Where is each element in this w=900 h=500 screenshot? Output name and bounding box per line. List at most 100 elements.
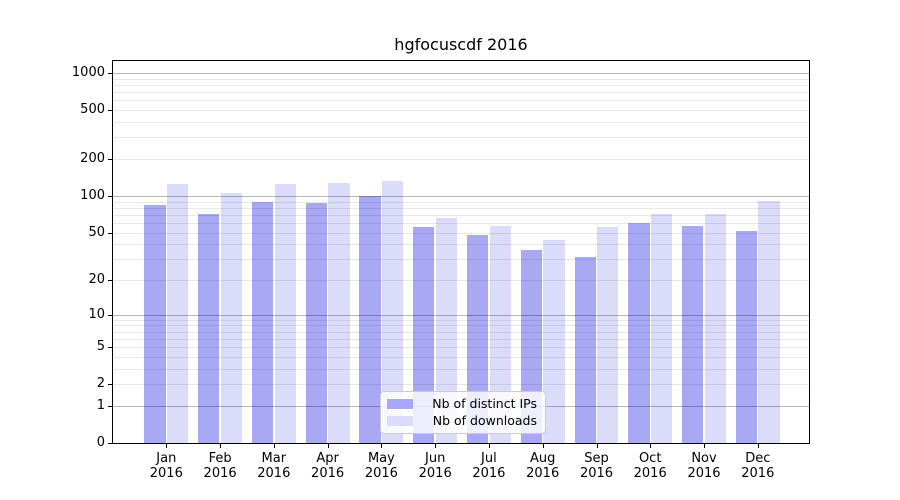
x-tick-mark: [488, 444, 490, 448]
x-tick-month: Feb: [208, 451, 232, 466]
x-tick-year: 2016: [364, 465, 398, 481]
x-tick-mark: [596, 444, 598, 448]
y-tick-mark: [108, 384, 112, 386]
bar-downloads: [435, 217, 458, 443]
y-tick-label: 100: [80, 187, 105, 203]
x-tick-month: Mar: [261, 451, 287, 466]
bar-distinct-ips: [735, 231, 758, 443]
bar-distinct-ips: [682, 225, 704, 443]
y-tick-mark: [108, 280, 112, 281]
y-gridline-minor: [113, 214, 809, 216]
y-gridline-minor: [113, 319, 809, 321]
x-tick-mark: [542, 444, 544, 448]
y-gridline-minor: [113, 78, 809, 80]
y-gridline-minor: [113, 201, 809, 203]
y-gridline-minor: [113, 356, 809, 358]
x-tick-year: 2016: [418, 465, 452, 481]
bar-distinct-ips: [628, 222, 650, 443]
x-tick-mark: [650, 444, 652, 448]
y-tick-label: 1000: [71, 65, 105, 80]
x-tick-mark: [220, 444, 222, 448]
x-tick-mark: [166, 444, 168, 448]
bar-downloads: [382, 181, 404, 443]
x-tick-label: Sep 2016: [569, 451, 625, 481]
y-gridline-minor: [113, 244, 809, 246]
x-tick-month: Jun: [425, 451, 446, 466]
y-gridline-major: [113, 314, 809, 316]
x-tick-month: Jan: [156, 451, 177, 466]
x-tick-year: 2016: [579, 465, 614, 481]
x-tick-label: Apr 2016: [300, 451, 356, 481]
y-tick-label: 50: [88, 224, 105, 240]
bar-downloads: [650, 214, 673, 443]
x-tick-mark: [704, 444, 705, 448]
y-tick-label: 10: [88, 306, 105, 322]
bar-distinct-ips: [359, 196, 381, 443]
bar-downloads: [489, 225, 511, 443]
x-tick-mark: [757, 444, 759, 448]
x-tick-label: Mar 2016: [246, 451, 302, 481]
y-gridline-minor: [113, 207, 809, 209]
y-tick-mark: [108, 347, 112, 349]
y-tick-label: 500: [80, 102, 105, 118]
x-tick-year: 2016: [472, 465, 506, 481]
x-tick-year: 2016: [741, 465, 775, 481]
y-gridline-minor: [113, 100, 809, 102]
x-tick-year: 2016: [633, 465, 667, 481]
x-tick-month: Aug: [529, 451, 556, 466]
y-gridline-minor: [113, 92, 809, 94]
x-tick-mark: [327, 444, 329, 448]
legend-item-downloads: Nb of downloads: [387, 414, 537, 428]
legend-swatch-downloads: [387, 416, 413, 426]
grid-layer: [113, 61, 809, 443]
x-tick-label: Feb 2016: [192, 451, 248, 481]
y-tick-mark: [108, 314, 112, 316]
bar-downloads: [274, 183, 296, 443]
x-tick-label: Aug 2016: [515, 451, 571, 481]
y-tick-label: 1: [96, 397, 105, 413]
y-gridline-minor: [113, 331, 809, 333]
y-tick-mark: [108, 159, 112, 160]
x-tick-year: 2016: [203, 465, 237, 481]
x-tick-month: Sep: [584, 451, 609, 466]
y-tick-mark: [108, 443, 112, 444]
bar-distinct-ips: [467, 234, 489, 443]
x-tick-month: Jul: [481, 451, 497, 466]
y-gridline-minor: [113, 122, 809, 123]
y-gridline-minor: [113, 280, 809, 281]
x-tick-mark: [435, 444, 437, 448]
x-tick-label: Nov 2016: [676, 451, 732, 481]
bar-distinct-ips: [413, 226, 435, 443]
y-tick-mark: [108, 405, 112, 407]
x-tick-label: Dec 2016: [730, 451, 786, 481]
y-gridline-minor: [113, 137, 809, 139]
bar-distinct-ips: [251, 201, 274, 443]
x-tick-label: Jan 2016: [138, 451, 194, 481]
bars-layer: [113, 61, 809, 443]
x-tick-year: 2016: [687, 465, 721, 481]
x-tick-label: Oct 2016: [622, 451, 678, 481]
x-tick-month: Apr: [316, 451, 339, 466]
plot-area: Nb of distinct IPs Nb of downloads: [112, 60, 810, 444]
bar-downloads: [328, 182, 350, 443]
bar-downloads: [166, 183, 189, 443]
x-tick-year: 2016: [257, 465, 291, 481]
bar-distinct-ips: [144, 204, 166, 443]
x-tick-year: 2016: [526, 465, 560, 481]
y-tick-label: 5: [96, 339, 105, 355]
bar-distinct-ips: [305, 202, 327, 443]
y-tick-label: 2: [96, 376, 105, 392]
legend-label-downloads: Nb of downloads: [432, 413, 537, 428]
y-tick-mark: [108, 110, 112, 112]
bar-downloads: [597, 227, 619, 443]
legend-label-distinct-ips: Nb of distinct IPs: [432, 396, 537, 411]
legend: Nb of distinct IPs Nb of downloads: [380, 391, 546, 434]
x-tick-year: 2016: [149, 465, 183, 481]
y-gridline-major: [113, 73, 809, 74]
y-gridline-minor: [113, 347, 809, 349]
y-gridline-minor: [113, 259, 809, 261]
y-gridline-minor: [113, 384, 809, 386]
bar-distinct-ips: [574, 257, 596, 443]
y-gridline-major: [113, 195, 809, 197]
